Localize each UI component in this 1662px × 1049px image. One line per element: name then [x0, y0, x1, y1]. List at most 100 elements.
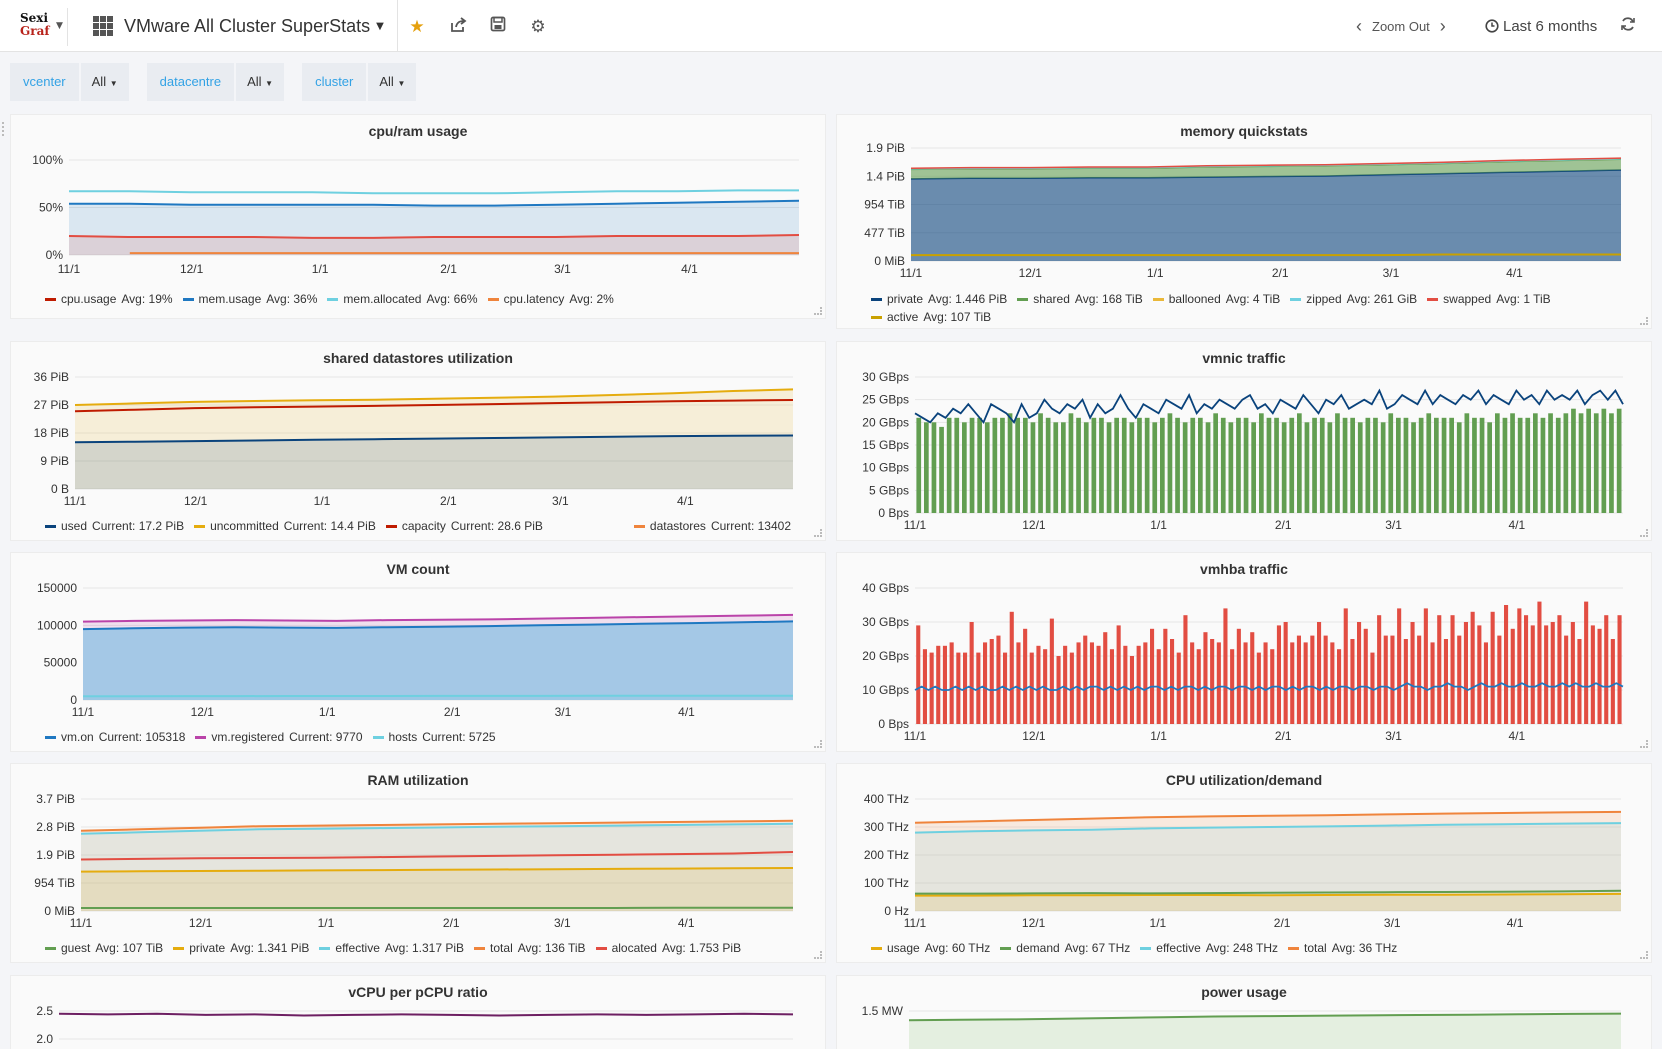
panel-title[interactable]: RAM utilization	[367, 772, 469, 788]
bar	[1223, 608, 1228, 724]
legend-stat: Avg: 168 TiB	[1074, 292, 1143, 306]
legend-swatch	[1017, 298, 1029, 302]
bar	[969, 417, 975, 513]
panel-title[interactable]: vmhba traffic	[1200, 561, 1288, 577]
panel-resize-handle[interactable]	[814, 529, 822, 537]
legend-item[interactable]: alocated Avg: 1.753 PiB	[595, 939, 742, 957]
bar	[949, 642, 954, 724]
panel-title[interactable]: memory quickstats	[1180, 123, 1308, 139]
panel-title[interactable]: power usage	[1201, 984, 1287, 1000]
zoom-out-button[interactable]: Zoom Out	[1372, 18, 1430, 34]
bar	[1160, 417, 1165, 513]
bar	[1593, 413, 1599, 513]
variable-select-datacentre[interactable]: All ▼	[236, 63, 285, 101]
save-icon[interactable]	[487, 16, 509, 38]
panel-resize-handle[interactable]	[814, 307, 822, 315]
legend-series-name: mem.allocated	[343, 292, 422, 306]
legend-stat: Avg: 1.753 PiB	[661, 941, 742, 955]
legend-item[interactable]: effective Avg: 248 THz	[1140, 939, 1278, 957]
bar	[1479, 417, 1485, 513]
legend-swatch	[871, 316, 882, 320]
variable-label-vcenter: vcenter	[10, 63, 79, 101]
legend-item[interactable]: shared Avg: 168 TiB	[1017, 290, 1143, 308]
panel-resize-handle[interactable]	[814, 740, 822, 748]
row-drag-handle[interactable]	[2, 122, 6, 136]
legend-item[interactable]: zipped Avg: 261 GiB	[1290, 290, 1417, 308]
variable-select-cluster[interactable]: All ▼	[368, 63, 417, 101]
legend-item[interactable]: guest Avg: 107 TiB	[45, 939, 163, 957]
legend-item[interactable]: used Current: 17.2 PiB	[45, 517, 184, 535]
panel-resize-handle[interactable]	[1640, 951, 1648, 959]
legend-item[interactable]: vm.registered Current: 9770	[195, 728, 363, 746]
legend-item[interactable]: cpu.latency Avg: 2%	[487, 290, 614, 308]
gear-icon[interactable]: ⚙	[530, 17, 546, 37]
legend-item[interactable]: demand Avg: 67 THz	[1000, 939, 1130, 957]
legend-item[interactable]: uncommitted Current: 14.4 PiB	[194, 517, 376, 535]
bar	[954, 417, 960, 513]
refresh-icon[interactable]	[1617, 16, 1639, 38]
x-tick-label: 4/1	[1508, 729, 1525, 743]
series-area	[915, 811, 1621, 911]
legend-item[interactable]: usage Avg: 60 THz	[871, 939, 990, 957]
legend-item[interactable]: mem.allocated Avg: 66%	[327, 290, 478, 308]
chart: 2.5 2.0	[36, 1004, 794, 1046]
legend-item[interactable]: private Avg: 1.446 PiB	[871, 290, 1007, 308]
x-tick-label: 12/1	[1019, 266, 1043, 280]
dashboard-title-button[interactable]: VMware All Cluster SuperStats ▼	[93, 0, 398, 52]
panel-resize-handle[interactable]	[1640, 317, 1648, 325]
bar	[1544, 625, 1549, 724]
chart: 100% 50% 0%11/1 12/1 1/1 2/1 3/1 4/1	[32, 153, 800, 276]
y-tick-label: 954 TiB	[864, 198, 905, 212]
series-line	[914, 682, 1624, 692]
bar	[1365, 417, 1371, 513]
x-tick-label: 2/1	[1275, 518, 1292, 532]
time-range-picker[interactable]: Last 6 months	[1485, 0, 1597, 52]
panel-resize-handle[interactable]	[1640, 740, 1648, 748]
logo-line2: Graf	[20, 24, 50, 38]
chevron-down-icon: ▼	[376, 20, 384, 32]
x-tick-label: 4/1	[681, 262, 698, 276]
panel-resize-handle[interactable]	[1640, 529, 1648, 537]
variable-select-vcenter[interactable]: All ▼	[80, 63, 129, 101]
legend-item[interactable]: datastores Current: 13402	[633, 517, 791, 535]
panel-resize-handle[interactable]	[814, 951, 822, 959]
legend-item[interactable]: mem.usage Avg: 36%	[182, 290, 317, 308]
bar	[1443, 639, 1448, 724]
legend-item[interactable]: vm.on Current: 105318	[45, 728, 185, 746]
series-line	[914, 822, 1622, 834]
legend-item[interactable]: swapped Avg: 1 TiB	[1427, 290, 1551, 308]
share-icon[interactable]	[447, 16, 469, 38]
bar	[1203, 632, 1208, 724]
panel-title[interactable]: CPU utilization/demand	[1165, 772, 1323, 788]
panel-title[interactable]: VM count	[386, 561, 450, 577]
chevron-right-icon[interactable]: ›	[1439, 15, 1446, 36]
series-area	[81, 868, 793, 911]
series-line	[911, 253, 1621, 257]
chart: 1.5 MW	[862, 1004, 1622, 1049]
legend-swatch	[45, 525, 56, 529]
legend-item[interactable]: effective Avg: 1.317 PiB	[319, 939, 464, 957]
panel-title[interactable]: vCPU per pCPU ratio	[348, 984, 488, 1000]
chevron-left-icon[interactable]: ‹	[1356, 15, 1362, 36]
panel-title[interactable]: vmnic traffic	[1202, 350, 1286, 366]
legend-item[interactable]: private Avg: 1.341 PiB	[173, 939, 309, 957]
legend-swatch	[871, 298, 882, 302]
legend-item[interactable]: total Avg: 36 THz	[1288, 939, 1397, 957]
star-icon[interactable]: ★	[409, 17, 425, 37]
bar	[1170, 639, 1175, 724]
panel-title[interactable]: shared datastores utilization	[323, 350, 513, 366]
legend-item[interactable]: total Avg: 136 TiB	[474, 939, 586, 957]
legend-item[interactable]: cpu.usage Avg: 19%	[45, 290, 173, 308]
legend-item[interactable]: ballooned Avg: 4 TiB	[1152, 290, 1280, 308]
bar	[1228, 422, 1234, 513]
legend-item[interactable]: hosts Current: 5725	[372, 728, 496, 746]
panel-title[interactable]: cpu/ram usage	[368, 123, 468, 139]
series-line	[74, 388, 794, 406]
sexigraf-logo[interactable]: Sexi Graf ▼	[14, 8, 68, 46]
legend-item[interactable]: active Avg: 107 TiB	[871, 308, 991, 326]
bar	[1343, 608, 1348, 724]
legend-item[interactable]: capacity Current: 28.6 PiB	[385, 517, 543, 535]
panel-ram-utilization: RAM utilization 3.7 PiB 2.8 PiB 1.9 PiB 954…	[10, 763, 826, 963]
legend-series-name: hosts	[388, 730, 418, 744]
legend-series-name: demand	[1016, 941, 1060, 955]
